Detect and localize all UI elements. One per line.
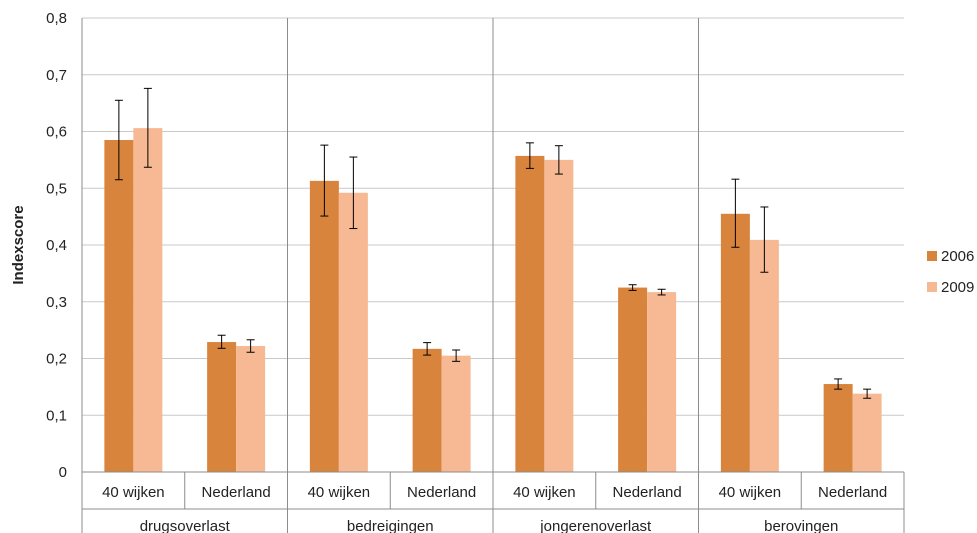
error-bar — [143, 87, 152, 168]
legend-swatch — [927, 282, 937, 292]
y-tick-label: 0 — [59, 464, 67, 481]
x-tick-label: Nederland — [407, 484, 476, 501]
error-bar — [554, 145, 563, 175]
y-tick-label: 0,7 — [46, 67, 67, 84]
bar-2009 — [544, 159, 574, 472]
group-label: berovingen — [764, 518, 838, 533]
y-tick-label: 0,5 — [46, 180, 67, 197]
error-bar — [628, 284, 637, 291]
y-tick-label: 0,3 — [46, 294, 67, 311]
legend-item: 2009 — [927, 279, 974, 296]
error-bar — [217, 334, 226, 349]
x-tick-label: Nederland — [613, 484, 682, 501]
bar-2006 — [618, 287, 648, 472]
error-bar — [760, 206, 769, 273]
group-label: jongerenoverlast — [539, 518, 652, 533]
error-bar — [320, 144, 329, 217]
legend-swatch — [927, 251, 937, 261]
x-tick-label: 40 wijken — [308, 484, 371, 501]
bar-2009 — [133, 128, 163, 472]
y-tick-label: 0,4 — [46, 237, 67, 254]
bar-2009 — [236, 346, 266, 472]
bar-2006 — [412, 348, 442, 472]
bar-2006 — [515, 155, 545, 472]
error-bar — [246, 339, 255, 353]
y-tick-label: 0,6 — [46, 124, 67, 141]
legend-label: 2006 — [941, 248, 974, 265]
x-tick-label: 40 wijken — [719, 484, 782, 501]
error-bar — [349, 156, 358, 230]
y-tick-label: 0,8 — [46, 10, 67, 27]
group-label: drugsoverlast — [140, 518, 231, 533]
bar-2006 — [207, 342, 237, 472]
y-axis-ticks: 0 0,1 0,2 0,3 0,4 0,5 0,6 0,7 0,8 — [46, 10, 67, 481]
error-bar — [525, 142, 534, 169]
group-label: bedreigingen — [347, 518, 434, 533]
y-tick-label: 0,1 — [46, 407, 67, 424]
x-tick-label: Nederland — [818, 484, 887, 501]
error-bar — [423, 342, 432, 356]
bar-2006 — [309, 180, 339, 472]
legend-label: 2009 — [941, 279, 974, 296]
error-bar — [834, 378, 843, 390]
x-axis: 40 wijken Nederland drugsoverlast 40 wijken… — [81, 18, 905, 533]
bar-2006 — [104, 140, 134, 472]
x-tick-label: Nederland — [202, 484, 271, 501]
error-bar — [657, 288, 666, 296]
bar-2009 — [852, 393, 882, 472]
bars — [104, 128, 882, 473]
error-bars — [114, 87, 872, 399]
bar-2009 — [441, 355, 471, 472]
x-tick-label: 40 wijken — [102, 484, 165, 501]
bar-2009 — [749, 239, 779, 472]
legend-item: 2006 — [927, 248, 974, 265]
error-bar — [114, 99, 123, 181]
y-axis-label: Indexscore — [10, 205, 27, 284]
y-tick-label: 0,2 — [46, 351, 67, 368]
x-tick-label: 40 wijken — [513, 484, 576, 501]
bar-2009 — [338, 192, 368, 473]
bar-2006 — [823, 384, 853, 472]
error-bar — [731, 178, 740, 248]
error-bar — [863, 388, 872, 399]
legend: 2006 2009 — [927, 248, 974, 296]
bar-2006 — [720, 213, 750, 472]
error-bar — [452, 349, 461, 362]
bar-2009 — [647, 292, 677, 472]
